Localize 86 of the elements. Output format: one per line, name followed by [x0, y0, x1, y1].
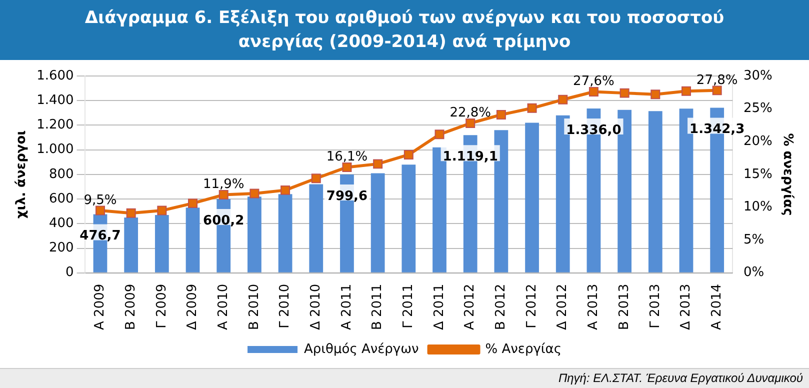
x-tick-label: Α 2011 — [339, 284, 354, 330]
bar — [186, 208, 200, 272]
point — [558, 94, 568, 104]
data-label: 9,5% — [84, 192, 117, 208]
x-tick-label: Γ 2011 — [401, 284, 416, 328]
text: Πηγή: ΕΛ.ΣΤΑΤ. Έρευνα Εργατικού Δυναμικού — [0, 368, 809, 388]
point — [404, 150, 414, 160]
bar — [525, 122, 539, 272]
point — [588, 87, 598, 96]
point — [496, 110, 506, 120]
data-label: 11,9% — [202, 177, 244, 192]
point — [218, 190, 228, 200]
point — [311, 174, 321, 184]
point — [157, 206, 167, 216]
point — [712, 86, 722, 96]
bar — [648, 111, 662, 272]
x-tick-label: Δ 2013 — [678, 284, 694, 330]
y-tick-label: 800 — [48, 166, 74, 182]
y2-tick-label: 10% — [744, 200, 772, 215]
bar — [248, 196, 262, 272]
data-label: 27,6% — [573, 74, 614, 90]
y-tick-label: 400 — [48, 216, 74, 232]
x-tick-label: Δ 2009 — [185, 284, 200, 330]
y-axis-title: χιλ. άνεργοι — [14, 130, 30, 219]
x-tick-label: Γ 2009 — [154, 284, 170, 328]
y2-tick-label: 20% — [744, 134, 772, 149]
chart-title: Διάγραμμα 6. Εξέλιξη του αριθμού των ανέργων και του ποσοστού ανεργίας (2009-2014) ανά τρίμηνο — [0, 0, 809, 60]
x-tick-label: Β 2011 — [370, 284, 386, 330]
data-label: 16,1% — [326, 150, 368, 165]
point — [280, 185, 290, 195]
y-tick-label: 1.600 — [36, 68, 74, 84]
data-label: 22,8% — [450, 106, 491, 121]
bar — [402, 164, 416, 272]
point — [527, 103, 537, 113]
data-label: 600,2 — [203, 213, 244, 228]
x-tick-label: Α 2012 — [462, 284, 478, 330]
y-tick-label: 200 — [48, 240, 74, 256]
point — [434, 130, 444, 140]
y2-axis-title: % ανεργίας — [780, 133, 795, 216]
data-label: 1.336,0 — [566, 122, 622, 138]
x-tick-label: Β 2010 — [246, 284, 262, 330]
x-tick-label: Α 2009 — [92, 284, 108, 330]
x-tick-label: Β 2012 — [494, 284, 509, 330]
bar — [278, 194, 292, 272]
y2-tick-label: 15% — [744, 166, 772, 182]
bar — [154, 215, 169, 272]
y-tick-label: 600 — [48, 191, 74, 206]
data-label: 1.342,3 — [690, 122, 745, 138]
legend-label: Αριθμός Ανέργων — [304, 342, 419, 357]
point — [682, 86, 691, 96]
x-tick-label: Β 2013 — [616, 284, 632, 330]
x-tick-label: Γ 2012 — [524, 284, 540, 328]
bar — [124, 217, 138, 272]
x-tick-label: Γ 2013 — [648, 284, 663, 328]
x-tick-label: Δ 2011 — [432, 284, 447, 330]
x-tick-label: Α 2013 — [586, 284, 602, 330]
y-tick-label: 1.400 — [36, 92, 74, 108]
y2-tick-label: 25% — [744, 101, 772, 116]
point — [466, 118, 476, 128]
point — [250, 188, 260, 198]
data-label: 1.119,1 — [442, 150, 498, 165]
data-label: 799,6 — [326, 188, 368, 204]
y2-tick-label: 30% — [744, 68, 772, 84]
point — [373, 159, 383, 169]
point — [650, 90, 660, 100]
y-tick-label: 1.000 — [36, 142, 74, 158]
y2-tick-label: 0% — [744, 265, 764, 280]
y2-tick-label: 5% — [744, 232, 764, 248]
point — [342, 162, 352, 172]
x-tick-label: Δ 2012 — [555, 284, 570, 330]
x-tick-label: Β 2009 — [123, 284, 138, 330]
point — [188, 198, 198, 208]
y-tick-label: 1.200 — [36, 118, 74, 133]
point — [620, 88, 630, 98]
data-label: 27,8% — [696, 72, 738, 88]
bar — [309, 184, 324, 272]
point — [95, 206, 105, 216]
y-tick-label: 0 — [66, 265, 74, 280]
x-tick-label: Α 2014 — [709, 284, 724, 330]
data-label: 476,7 — [80, 228, 121, 244]
bar — [370, 173, 385, 272]
x-tick-label: Γ 2010 — [278, 284, 293, 328]
x-tick-label: Α 2010 — [216, 284, 231, 330]
x-tick-label: Δ 2010 — [308, 284, 324, 330]
legend-label: % Ανεργίας — [485, 342, 562, 357]
point — [126, 208, 136, 218]
